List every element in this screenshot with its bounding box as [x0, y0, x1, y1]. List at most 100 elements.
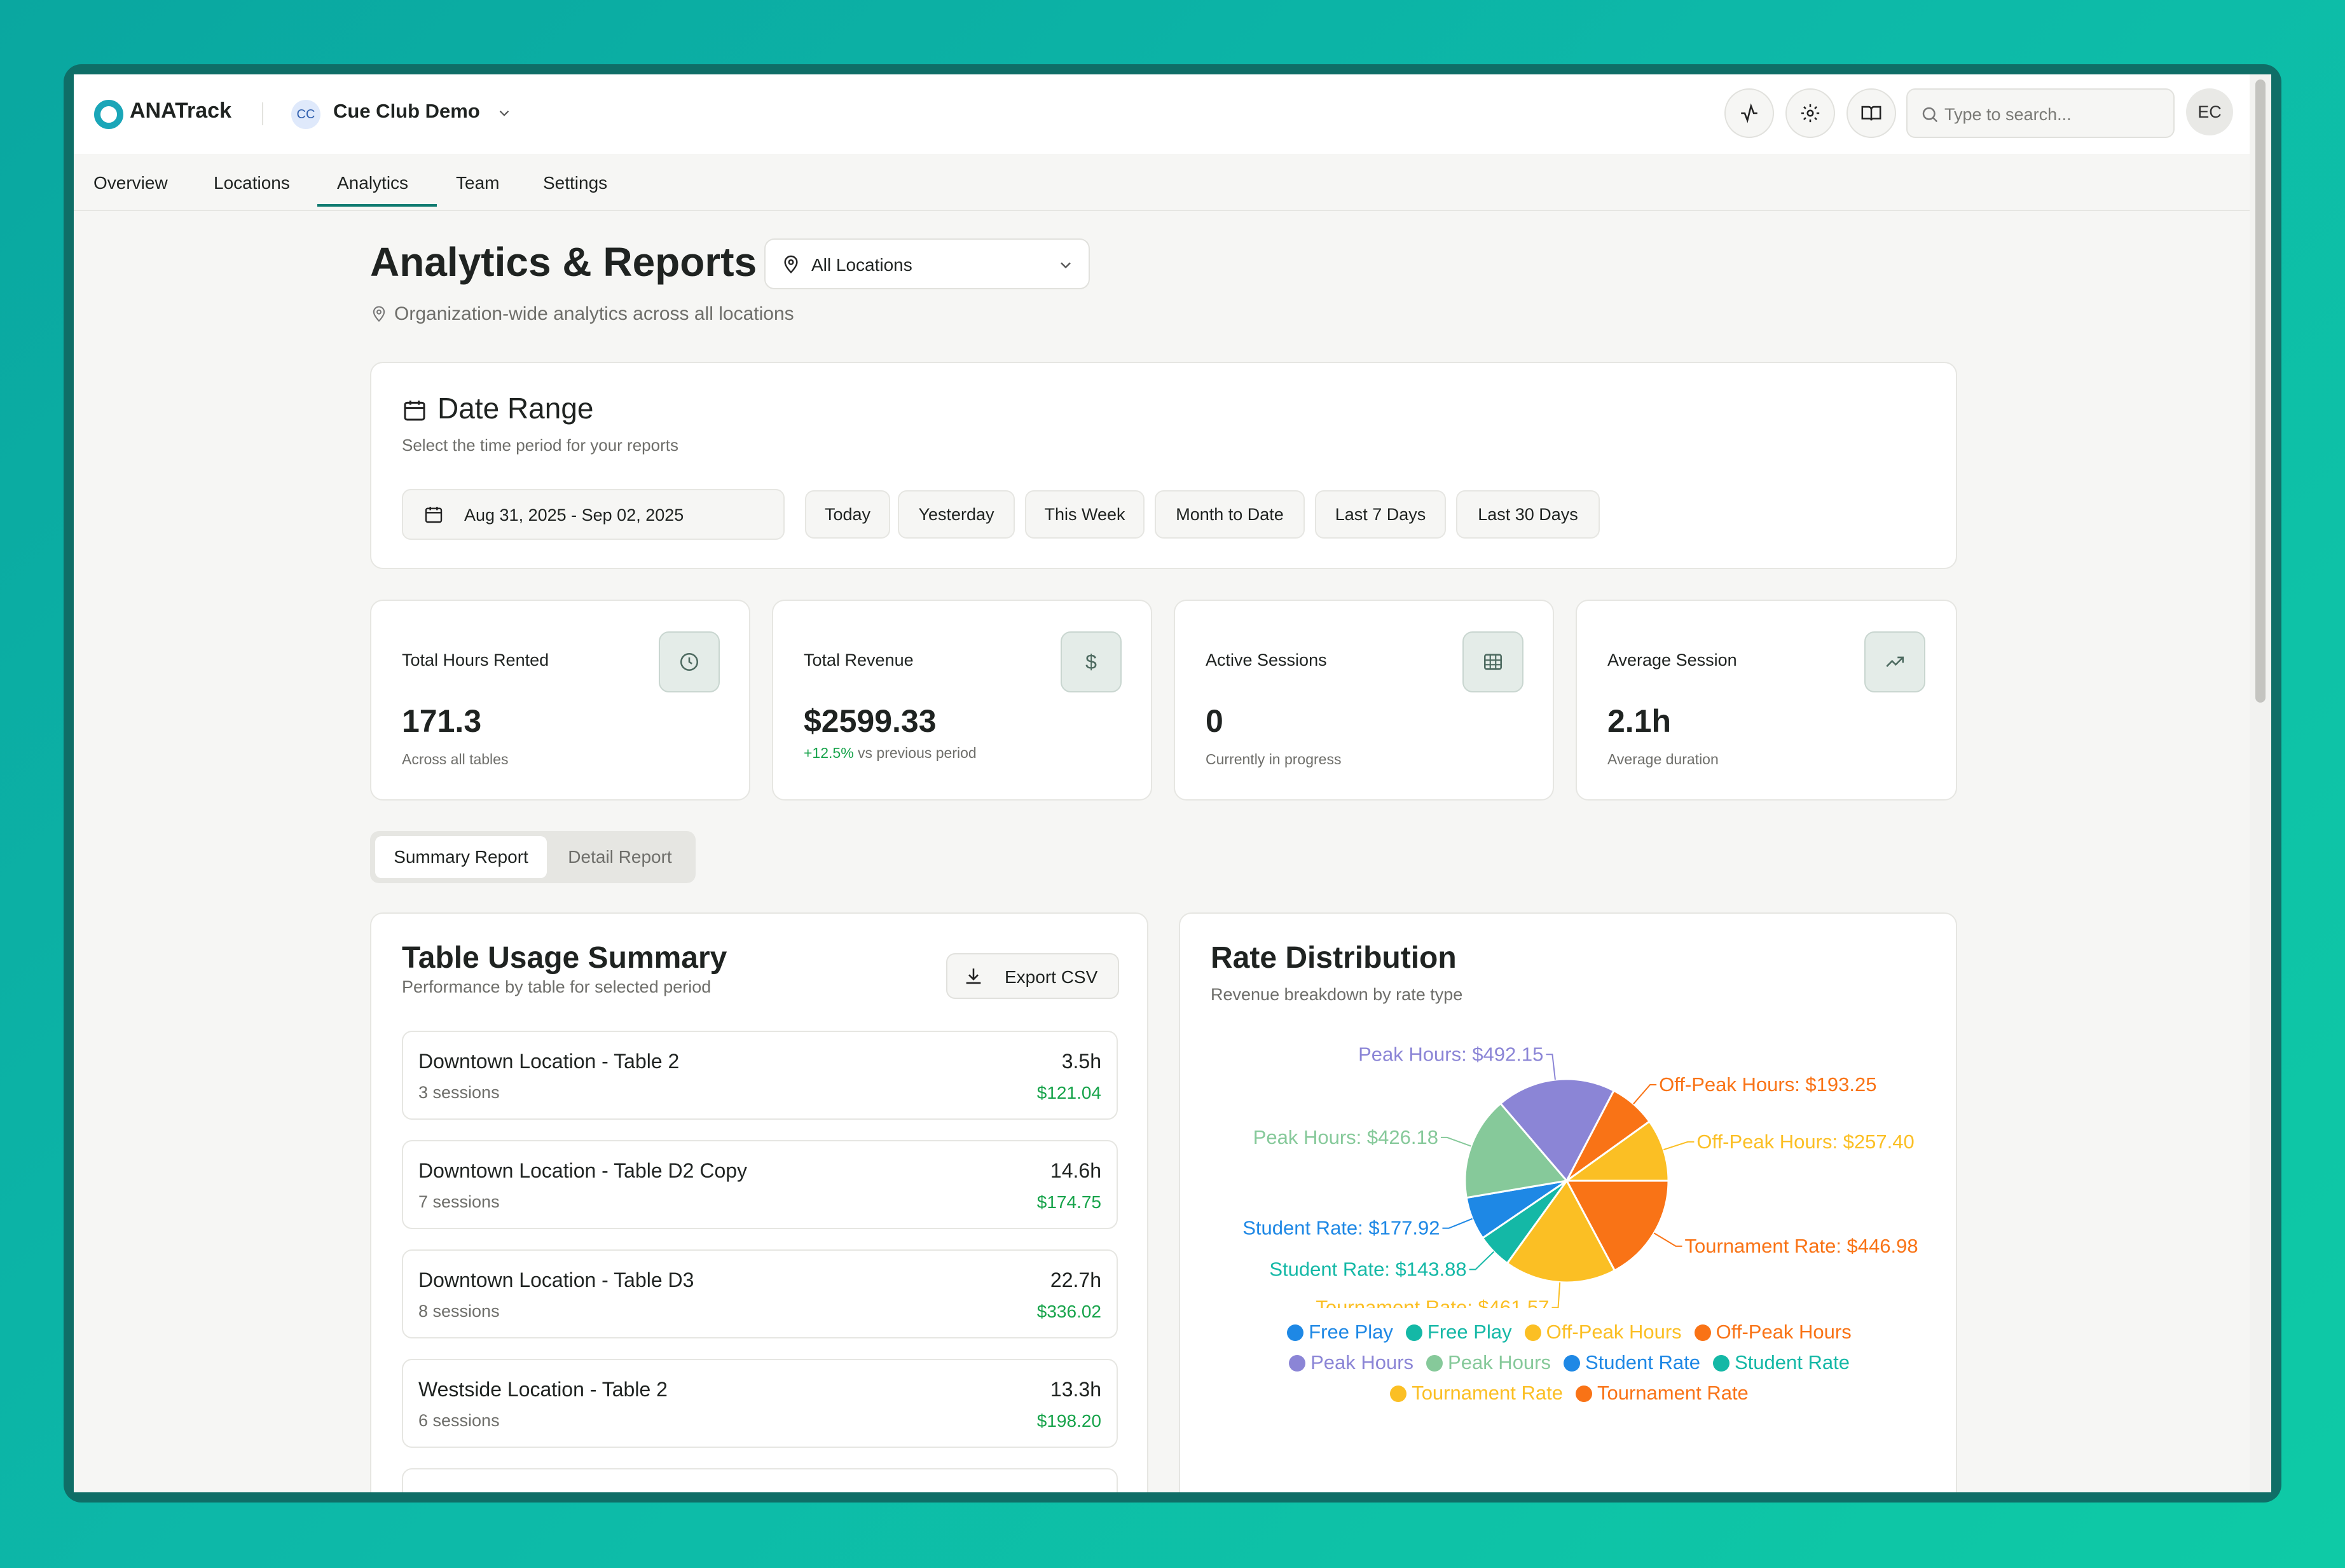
stat-label: Active Sessions [1206, 650, 1327, 670]
date-range-subtitle: Select the time period for your reports [402, 436, 678, 455]
row-table-name: Downtown Location - Table D3 [418, 1269, 694, 1291]
legend-dot-icon [1712, 1355, 1730, 1372]
logo-icon[interactable] [94, 100, 123, 129]
brand-name[interactable]: ANATrack [130, 99, 231, 123]
location-select-value: All Locations [811, 255, 912, 275]
legend-row: Free Play Free Play Off-Peak Hours Off-Peak… [1180, 1321, 1958, 1344]
row-revenue: $174.75 [1036, 1192, 1101, 1212]
row-sessions: 7 sessions [418, 1192, 500, 1211]
legend-item[interactable]: Free Play [1405, 1321, 1512, 1343]
legend-item[interactable]: Tournament Rate [1390, 1382, 1563, 1404]
legend-item[interactable]: Peak Hours [1289, 1351, 1413, 1373]
top-bar: ANATrack CC Cue Club Demo Type to search… [74, 74, 2250, 155]
legend-label: Free Play [1427, 1321, 1512, 1343]
row-revenue: $121.04 [1036, 1083, 1101, 1103]
legend-label: Off-Peak Hours [1716, 1321, 1852, 1343]
tab-detail-report[interactable]: Detail Report [568, 847, 672, 867]
activity-button[interactable] [1724, 88, 1774, 138]
rate-distribution-subtitle: Revenue breakdown by rate type [1211, 985, 1463, 1004]
table-row[interactable]: Westside Location - Table 2 6 sessions 1… [402, 1359, 1118, 1448]
pie-data-label: Student Rate: $177.92 [1242, 1217, 1440, 1239]
tab-settings[interactable]: Settings [543, 173, 608, 193]
stat-label: Average Session [1607, 650, 1737, 670]
search-input[interactable]: Type to search... [1906, 88, 2175, 138]
row-hours: 3.5h [1061, 1050, 1101, 1073]
user-avatar[interactable]: EC [2186, 88, 2233, 135]
org-avatar[interactable]: CC [291, 100, 320, 129]
calendar-icon [404, 401, 425, 421]
pie-slice[interactable] [1499, 1078, 1616, 1183]
pie-data-label: Peak Hours: $426.18 [1253, 1126, 1438, 1148]
legend-item[interactable]: Peak Hours [1426, 1351, 1551, 1373]
legend-label: Peak Hours [1310, 1351, 1414, 1373]
preset-today-button[interactable]: Today [805, 490, 890, 539]
legend-item[interactable]: Free Play [1287, 1321, 1393, 1343]
row-sessions: 8 sessions [418, 1302, 500, 1321]
scrollbar-thumb[interactable] [2255, 79, 2266, 703]
legend-item[interactable]: Student Rate [1564, 1351, 1700, 1373]
download-icon [966, 968, 981, 984]
pie-data-label: Tournament Rate: $446.98 [1685, 1235, 1918, 1257]
search-icon [1922, 107, 1938, 123]
org-switcher[interactable]: Cue Club Demo [333, 100, 480, 122]
page-title: Analytics & Reports [370, 239, 757, 285]
settings-button[interactable] [1785, 88, 1835, 138]
app-window: ANATrack CC Cue Club Demo Type to search… [74, 74, 2271, 1492]
stat-note-text: vs previous period [853, 745, 977, 761]
stat-note: Average duration [1607, 751, 1719, 767]
pie-data-label: Off-Peak Hours: $257.40 [1696, 1131, 1914, 1153]
legend-item[interactable]: Off-Peak Hours [1524, 1321, 1682, 1343]
stat-value: 2.1h [1607, 703, 1672, 739]
table-usage-subtitle: Performance by table for selected period [402, 977, 712, 996]
tab-team[interactable]: Team [456, 173, 500, 193]
tab-analytics[interactable]: Analytics [337, 173, 409, 193]
table-row[interactable]: Downtown Location - Table D3 8 sessions … [402, 1249, 1118, 1338]
row-sessions: 6 sessions [418, 1411, 500, 1430]
stat-card-average-session: Average Session 2.1h Average duration [1576, 600, 1957, 801]
pie-label-line [1442, 1218, 1473, 1229]
stat-card-total-hours: Total Hours Rented 171.3 Across all tabl… [370, 600, 750, 801]
row-revenue: $198.20 [1036, 1411, 1101, 1431]
preset-this-week-button[interactable]: This Week [1025, 490, 1145, 539]
preset-last-7-days-button[interactable]: Last 7 Days [1315, 490, 1446, 539]
gear-icon [1801, 104, 1820, 123]
pie-slice[interactable] [1464, 1102, 1569, 1199]
rate-distribution-card: Rate Distribution Revenue breakdown by r… [1179, 912, 1957, 1492]
location-select[interactable]: All Locations [764, 238, 1090, 289]
calendar-icon [425, 507, 443, 523]
export-csv-button[interactable]: Export CSV [946, 953, 1119, 999]
pie-data-label: Tournament Rate: $461.57 [1316, 1296, 1549, 1308]
docs-button[interactable] [1846, 88, 1896, 138]
table-row[interactable]: Downtown Location - Table 2 3 sessions 3… [402, 1031, 1118, 1120]
pie-label-line [1551, 1282, 1561, 1308]
legend-label: Off-Peak Hours [1546, 1321, 1682, 1343]
preset-yesterday-button[interactable]: Yesterday [898, 490, 1015, 539]
activity-icon [1741, 103, 1757, 123]
table-usage-title: Table Usage Summary [402, 941, 727, 975]
pie-slice[interactable] [1565, 1179, 1670, 1272]
tab-summary-report[interactable]: Summary Report [375, 836, 547, 878]
stat-value: 0 [1206, 703, 1223, 739]
pie-slice[interactable] [1564, 1120, 1670, 1182]
pie-data-label: Peak Hours: $492.15 [1358, 1043, 1543, 1065]
preset-last-30-days-button[interactable]: Last 30 Days [1456, 490, 1600, 539]
chevron-down-icon[interactable] [496, 105, 512, 126]
tab-locations[interactable]: Locations [214, 173, 290, 193]
page-subtitle-text: Organization-wide analytics across all l… [394, 303, 794, 324]
book-open-icon [1861, 106, 1881, 121]
tab-overview[interactable]: Overview [93, 173, 168, 193]
table-row[interactable] [402, 1468, 1118, 1492]
date-range-picker[interactable]: Aug 31, 2025 - Sep 02, 2025 [402, 489, 785, 540]
pie-slice[interactable] [1506, 1179, 1616, 1284]
legend-label: Peak Hours [1448, 1351, 1551, 1373]
pie-data-label: Off-Peak Hours: $193.25 [1659, 1073, 1876, 1096]
legend-item[interactable]: Off-Peak Hours [1694, 1321, 1852, 1343]
legend-label: Student Rate [1734, 1351, 1850, 1373]
legend-item[interactable]: Tournament Rate [1576, 1382, 1749, 1404]
active-tab-indicator [317, 204, 437, 207]
rate-distribution-title: Rate Distribution [1211, 941, 1457, 975]
preset-month-to-date-button[interactable]: Month to Date [1155, 490, 1305, 539]
legend-dot-icon [1524, 1324, 1541, 1341]
table-row[interactable]: Downtown Location - Table D2 Copy 7 sess… [402, 1140, 1118, 1229]
legend-item[interactable]: Student Rate [1712, 1351, 1850, 1373]
